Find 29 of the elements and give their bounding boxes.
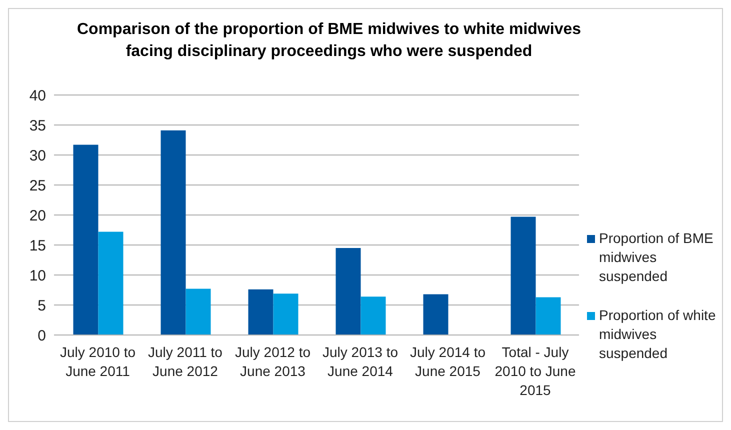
y-tick-label: 5 — [38, 297, 46, 314]
chart-title: Comparison of the proportion of BME midwives to white midwives facing disciplinary proceedings who were suspended — [76, 20, 582, 62]
bar — [336, 248, 361, 335]
bar — [510, 216, 536, 335]
x-tick-label: July 2013 to June 2014 — [322, 344, 398, 379]
bar — [160, 130, 186, 335]
y-tick-label: 0 — [38, 327, 46, 344]
y-tick-label: 20 — [29, 207, 46, 224]
y-tick-label: 10 — [29, 267, 46, 284]
y-tick-label: 40 — [29, 87, 46, 104]
x-tick-label: July 2014 to June 2015 — [410, 344, 486, 379]
bar — [273, 294, 298, 335]
legend-label: Proportion of white midwives suspended — [599, 306, 717, 363]
bar — [98, 232, 124, 335]
bar — [73, 144, 98, 335]
bar — [360, 296, 386, 335]
bar — [186, 288, 211, 335]
legend-label: Proportion of BME midwives suspended — [599, 229, 714, 286]
x-tick-label: July 2012 to June 2013 — [235, 344, 311, 379]
y-tick-label: 15 — [29, 237, 46, 254]
bar — [536, 297, 561, 335]
y-tick-label: 25 — [29, 177, 46, 194]
bar — [423, 294, 448, 335]
x-tick-label: July 2010 to June 2011 — [60, 344, 136, 379]
y-tick-label: 35 — [29, 117, 46, 134]
x-tick-label: July 2011 to June 2012 — [148, 344, 223, 379]
bar — [248, 289, 274, 335]
y-tick-label: 30 — [29, 147, 46, 164]
x-tick-label: Total - July 2010 to June 2015 — [494, 344, 576, 398]
